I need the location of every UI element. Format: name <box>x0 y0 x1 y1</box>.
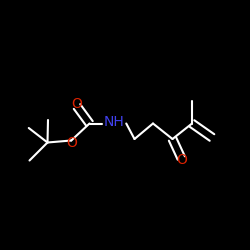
Text: O: O <box>71 97 82 111</box>
Text: O: O <box>66 136 77 150</box>
Text: NH: NH <box>104 116 124 130</box>
Text: O: O <box>176 153 187 167</box>
